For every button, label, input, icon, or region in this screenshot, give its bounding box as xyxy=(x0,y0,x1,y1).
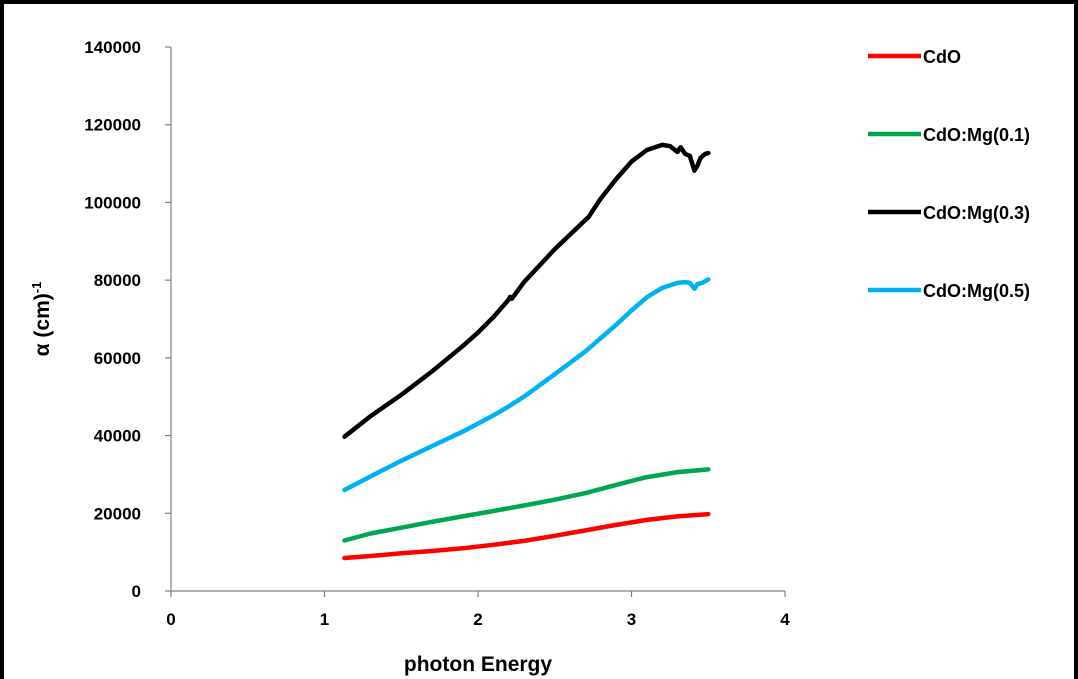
y-tick-label: 0 xyxy=(132,582,141,601)
legend-label-3: CdO:Mg(0.5) xyxy=(923,281,1030,301)
y-axis-title-main: α (cm) xyxy=(31,293,54,356)
x-tick-label: 4 xyxy=(780,610,790,629)
y-axis-title: α (cm)-1 xyxy=(29,282,54,357)
y-tick-label: 40000 xyxy=(94,427,141,446)
series-line-2 xyxy=(342,142,711,439)
x-tick-label: 0 xyxy=(166,610,175,629)
legend: CdO CdO:Mg(0.1) CdO:Mg(0.3) CdO:Mg(0.5) xyxy=(868,47,1030,301)
y-tick-label: 100000 xyxy=(84,193,141,212)
y-axis-title-superscript: -1 xyxy=(29,282,44,294)
x-axis-title: photon Energy xyxy=(404,653,552,676)
legend-label-1: CdO:Mg(0.1) xyxy=(923,125,1030,145)
series-line-3 xyxy=(342,277,711,493)
legend-label-2: CdO:Mg(0.3) xyxy=(923,203,1030,223)
x-tick-label: 3 xyxy=(627,610,636,629)
x-tick-label: 2 xyxy=(473,610,482,629)
y-ticks: 0 20000 40000 60000 80000 100000 120000 140000 xyxy=(84,38,171,601)
y-tick-label: 80000 xyxy=(94,271,141,290)
y-tick-label: 120000 xyxy=(84,116,141,135)
x-tick-label: 1 xyxy=(320,610,329,629)
series-line-1 xyxy=(342,467,711,543)
x-ticks: 0 1 2 3 4 xyxy=(166,591,790,629)
legend-label-0: CdO xyxy=(923,47,961,67)
series-line-0 xyxy=(342,511,711,561)
y-tick-label: 60000 xyxy=(94,349,141,368)
y-tick-label: 20000 xyxy=(94,504,141,523)
plot-area: 020000400006000080000100000120000140000 … xyxy=(84,38,790,629)
svg-text:α (cm)-1: α (cm)-1 xyxy=(29,282,54,357)
y-tick-label: 140000 xyxy=(84,38,141,57)
series-lines xyxy=(342,142,711,561)
